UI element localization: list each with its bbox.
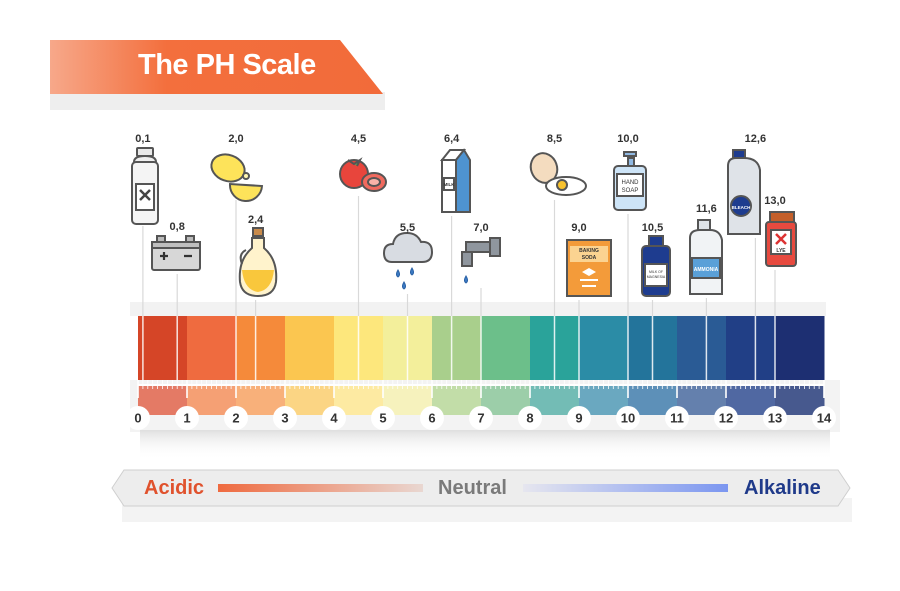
hand-soap-icon: HAND SOAP [613, 151, 647, 211]
water-tap-icon [461, 237, 501, 284]
ph-value-label: 10,0 [617, 133, 639, 145]
lemon-icon [210, 153, 264, 202]
baking-soda-label-1: BAKING [579, 248, 599, 254]
ph-value-label: 12,6 [744, 133, 767, 145]
bar-segment-1 [187, 316, 237, 380]
ph-value-label: 0,1 [135, 133, 151, 145]
acidic-gradient [218, 484, 423, 492]
scale-number: 14 [816, 410, 832, 426]
lye-label: LYE [776, 248, 786, 254]
number-circle [812, 406, 836, 430]
scale-number: 4 [330, 410, 338, 426]
baking-soda-icon: BAKING SODA [566, 239, 612, 297]
scale-shadow [140, 430, 830, 460]
bar-segment-0 [138, 316, 188, 380]
scale-number: 11 [670, 410, 684, 426]
scale-number: 3 [281, 410, 289, 426]
bleach-bottle-icon: BLEACH [727, 149, 761, 235]
ph-value-label: 0,8 [169, 221, 185, 233]
hand-soap-label-2: SOAP [622, 188, 639, 194]
scale-number: 9 [575, 410, 583, 426]
milk-label: MILK [444, 182, 456, 187]
ph-value-label: 4,5 [350, 133, 367, 145]
scale-number: 2 [232, 410, 240, 426]
bar-segment-6 [432, 316, 482, 380]
magnesia-label-1: MILK OF [649, 270, 663, 274]
number-circle [420, 406, 444, 430]
number-circle [273, 406, 297, 430]
scale-number: 0 [134, 410, 142, 426]
baking-soda-label-2: SODA [582, 255, 597, 261]
milk-carton-icon: MILK [439, 148, 471, 213]
ph-value-label: 7,0 [473, 222, 489, 234]
color-bar [138, 316, 825, 380]
hcl-bottle-icon [131, 147, 159, 225]
scale-ticks [137, 380, 825, 398]
egg-icon [529, 152, 587, 196]
bar-segment-7 [481, 316, 531, 380]
ph-value-label: 9,0 [571, 222, 587, 234]
scale-number: 6 [428, 410, 436, 426]
vinegar-jug-icon [238, 227, 278, 298]
hand-soap-label-1: HAND [621, 180, 639, 186]
ammonia-label: AMMONIA [694, 267, 719, 273]
tomato-icon [339, 157, 387, 192]
alkaline-gradient [523, 484, 728, 492]
ph-value-label: 2,4 [247, 214, 264, 226]
bar-segment-2 [236, 316, 286, 380]
bar-segment-13 [775, 316, 825, 380]
ph-value-label: 13,0 [764, 195, 786, 207]
ph-value-label: 11,6 [695, 203, 717, 215]
legend-neutral: Neutral [438, 477, 507, 499]
scale-number-circles [126, 406, 836, 430]
page-title: The PH Scale [138, 49, 316, 81]
scale-number: 10 [620, 410, 636, 426]
ammonia-bottle-icon: AMMONIA [689, 219, 723, 295]
bar-segment-3 [285, 316, 335, 380]
number-circle [371, 406, 395, 430]
number-circle [567, 406, 591, 430]
number-circle [175, 406, 199, 430]
bar-segment-11 [677, 316, 727, 380]
leader-lines [142, 196, 776, 316]
number-circle [616, 406, 640, 430]
lye-jar-icon: LYE [765, 211, 797, 267]
title-banner [50, 40, 385, 110]
rain-cloud-icon [382, 231, 434, 290]
ph-value-label: 8,5 [546, 133, 563, 145]
number-circle [469, 406, 493, 430]
number-circle [763, 406, 787, 430]
scale-number: 7 [477, 410, 485, 426]
scale-number: 1 [183, 410, 191, 426]
legend-alkaline: Alkaline [744, 477, 821, 499]
bleach-label: BLEACH [732, 205, 751, 210]
number-circle [224, 406, 248, 430]
number-circle [714, 406, 738, 430]
car-battery-icon [151, 235, 201, 271]
bar-segment-9 [579, 316, 629, 380]
number-circle [665, 406, 689, 430]
legend-band [111, 469, 852, 522]
scale-number: 8 [526, 410, 534, 426]
number-circle [322, 406, 346, 430]
magnesia-label-2: MAGNESIA [647, 275, 666, 279]
milk-of-magnesia-icon: MILK OF MAGNESIA [641, 235, 671, 297]
ph-value-label: 6,4 [443, 133, 460, 145]
scale-number: 13 [767, 410, 783, 426]
bar-segment-12 [726, 316, 776, 380]
bar-shelf [130, 302, 826, 316]
legend-acidic: Acidic [144, 477, 205, 499]
ph-value-label: 10,5 [641, 222, 664, 234]
ph-value-label: 2,0 [228, 133, 244, 145]
number-circle [126, 406, 150, 430]
number-circle [518, 406, 542, 430]
scale-number: 5 [379, 410, 387, 426]
ph-value-label: 5,5 [399, 222, 416, 234]
scale-number: 12 [718, 410, 734, 426]
